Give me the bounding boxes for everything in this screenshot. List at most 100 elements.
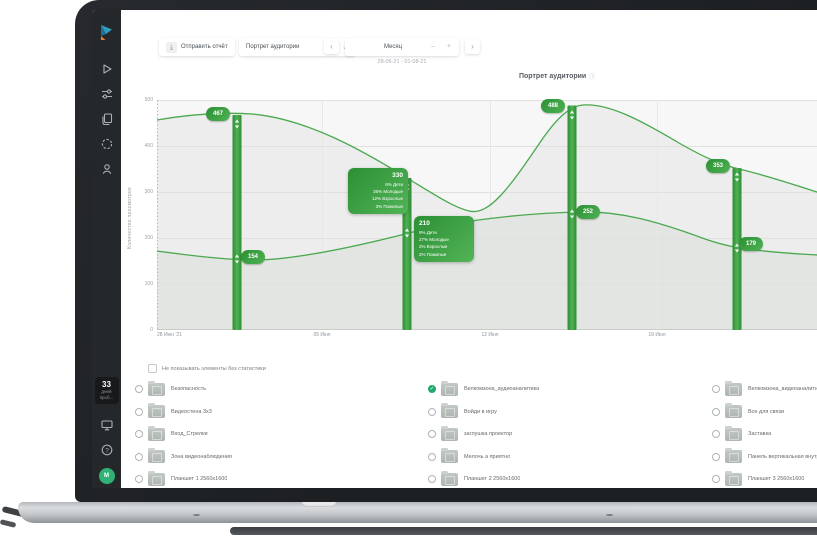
value-badge[interactable]: 252	[576, 205, 600, 219]
value-badge[interactable]: 154	[241, 250, 265, 264]
list-item-label: Зона видеонаблюдения	[171, 453, 232, 460]
list-item[interactable]: Панель вертикальная внутр	[712, 446, 817, 469]
radio-unchecked[interactable]	[135, 430, 143, 439]
trial-days: 33	[102, 379, 111, 389]
demographics-tooltip: 210 9% Дети 27% Молодые 2% Взрослые 2% П…	[414, 216, 474, 262]
list-item-label: Заставка	[748, 431, 772, 438]
folder-thumbnail	[441, 448, 458, 464]
radio-unchecked[interactable]	[712, 385, 720, 394]
value-badge[interactable]: 353	[706, 159, 730, 173]
chart-plot[interactable]: 467 154 488 252 353 179 330 8% Дети 36% …	[156, 99, 817, 330]
send-report-label: Отправить отчёт	[181, 44, 228, 50]
list-item-label: Войди в игру	[464, 408, 497, 415]
media-list-column-1: Безопасность Видеостена 3х3 Вход_Стрелки…	[135, 378, 421, 488]
radio-unchecked[interactable]	[428, 475, 436, 484]
radio-unchecked[interactable]	[712, 475, 720, 484]
x-tick: 28 Июн '21	[157, 332, 182, 338]
display-icon[interactable]	[100, 418, 114, 432]
hide-empty-filter: Не показывать элементы без статистики	[148, 364, 266, 373]
radio-unchecked[interactable]	[135, 385, 143, 394]
value-badge[interactable]: 467	[206, 107, 230, 121]
folder-thumbnail	[148, 380, 165, 396]
prev-period-button[interactable]: ‹	[324, 39, 339, 54]
radio-checked[interactable]: ✓	[428, 385, 436, 394]
list-item-label: Мелочь а приятно	[464, 453, 511, 460]
download-icon: ⤓	[166, 41, 177, 53]
radio-unchecked[interactable]	[712, 452, 720, 461]
list-item[interactable]: Видеостена 3х3	[135, 401, 421, 424]
folder-thumbnail	[441, 403, 458, 419]
list-item[interactable]: Безопасность	[135, 378, 421, 401]
list-item[interactable]: Планшет 1 2560х1600	[135, 468, 421, 488]
tooltip-value: 330	[392, 172, 403, 179]
radio-unchecked[interactable]	[712, 430, 720, 439]
radio-unchecked[interactable]	[135, 452, 143, 461]
info-icon[interactable]: ⓘ	[589, 75, 596, 81]
list-item-label: Безопасность	[171, 386, 207, 393]
laptop-base-edge	[0, 519, 17, 528]
radio-unchecked[interactable]	[428, 430, 436, 439]
laptop-base-detail	[193, 514, 200, 516]
tooltip-line: 27% Молодые	[419, 237, 449, 243]
radio-unchecked[interactable]	[428, 452, 436, 461]
list-item-label: заглушка проектор	[464, 431, 513, 438]
list-item[interactable]: Заставка	[712, 423, 817, 446]
svg-text:?: ?	[105, 447, 109, 454]
list-item[interactable]: заглушка проектор	[428, 423, 706, 446]
list-item[interactable]: Зона видеонаблюдения	[135, 446, 421, 469]
list-item[interactable]: Планшет 2 2560х1600	[428, 468, 706, 488]
send-report-button[interactable]: ⤓ Отправить отчёт	[159, 38, 235, 56]
chart-title-row: Портрет аудитории ⓘ	[519, 72, 595, 81]
tooltip-line: 36% Молодые	[373, 189, 403, 195]
radio-unchecked[interactable]	[428, 407, 436, 416]
list-item[interactable]: Вход_Стрелки	[135, 423, 421, 446]
folder-thumbnail	[725, 448, 742, 464]
next-period-button[interactable]: ›	[465, 39, 480, 54]
media-list-column-2: ✓ Велкомзона_аудиоаналитика Войди в игру …	[428, 378, 706, 488]
content-pages-icon[interactable]	[100, 112, 114, 126]
trial-text: дней	[101, 389, 112, 395]
folder-thumbnail	[441, 470, 458, 486]
folder-thumbnail	[441, 380, 458, 396]
y-tick: 400	[144, 143, 153, 149]
zoom-in-icon[interactable]: +	[446, 43, 451, 50]
sliders-icon[interactable]	[100, 87, 114, 101]
y-tick: 0	[150, 327, 153, 333]
hide-empty-label: Не показывать элементы без статистики	[162, 365, 266, 372]
value-badge[interactable]: 179	[739, 237, 763, 251]
user-icon[interactable]	[100, 162, 114, 176]
period-select[interactable]: Месяц – +	[345, 38, 459, 56]
period-value: Месяц	[383, 44, 403, 50]
list-item[interactable]: Планшет 3 2560х1600	[712, 468, 817, 488]
tooltip-line: 12% Взрослые	[372, 196, 403, 202]
value-badge[interactable]: 488	[541, 99, 565, 113]
tooltip-line: 9% Дети	[419, 230, 437, 235]
avatar[interactable]: М	[98, 468, 115, 484]
report-type-value: Портрет аудитории	[246, 44, 300, 50]
hide-empty-checkbox[interactable]	[148, 364, 157, 373]
radio-unchecked[interactable]	[135, 407, 143, 416]
trial-countdown-badge[interactable]: 33 дней проб...	[94, 376, 119, 404]
folder-thumbnail	[148, 425, 165, 441]
y-axis-title: Количество просмотров	[127, 187, 133, 249]
trial-text: проб...	[99, 395, 114, 401]
list-item[interactable]: Мелочь а приятно	[428, 446, 706, 469]
radio-unchecked[interactable]	[135, 475, 143, 484]
list-item[interactable]: Войди в игру	[428, 401, 706, 424]
sidebar: 33 дней проб... ? М	[92, 10, 121, 488]
folder-thumbnail	[725, 470, 742, 486]
chart-svg	[156, 100, 817, 330]
y-tick: 100	[144, 281, 153, 287]
sync-dashed-circle-icon[interactable]	[100, 137, 114, 151]
player-icon[interactable]	[100, 62, 114, 76]
list-item-label: Планшет 3 2560х1600	[748, 476, 805, 483]
laptop-base-detail	[606, 514, 613, 516]
list-item[interactable]: Все для связи	[712, 401, 817, 424]
list-item-selected[interactable]: ✓ Велкомзона_аудиоаналитика	[428, 378, 706, 401]
zoom-out-icon[interactable]: –	[431, 43, 435, 50]
folder-thumbnail	[148, 403, 165, 419]
radio-unchecked[interactable]	[712, 407, 720, 416]
list-item[interactable]: Велкомзона_видеоаналити	[712, 378, 817, 401]
help-icon[interactable]: ?	[100, 443, 114, 457]
